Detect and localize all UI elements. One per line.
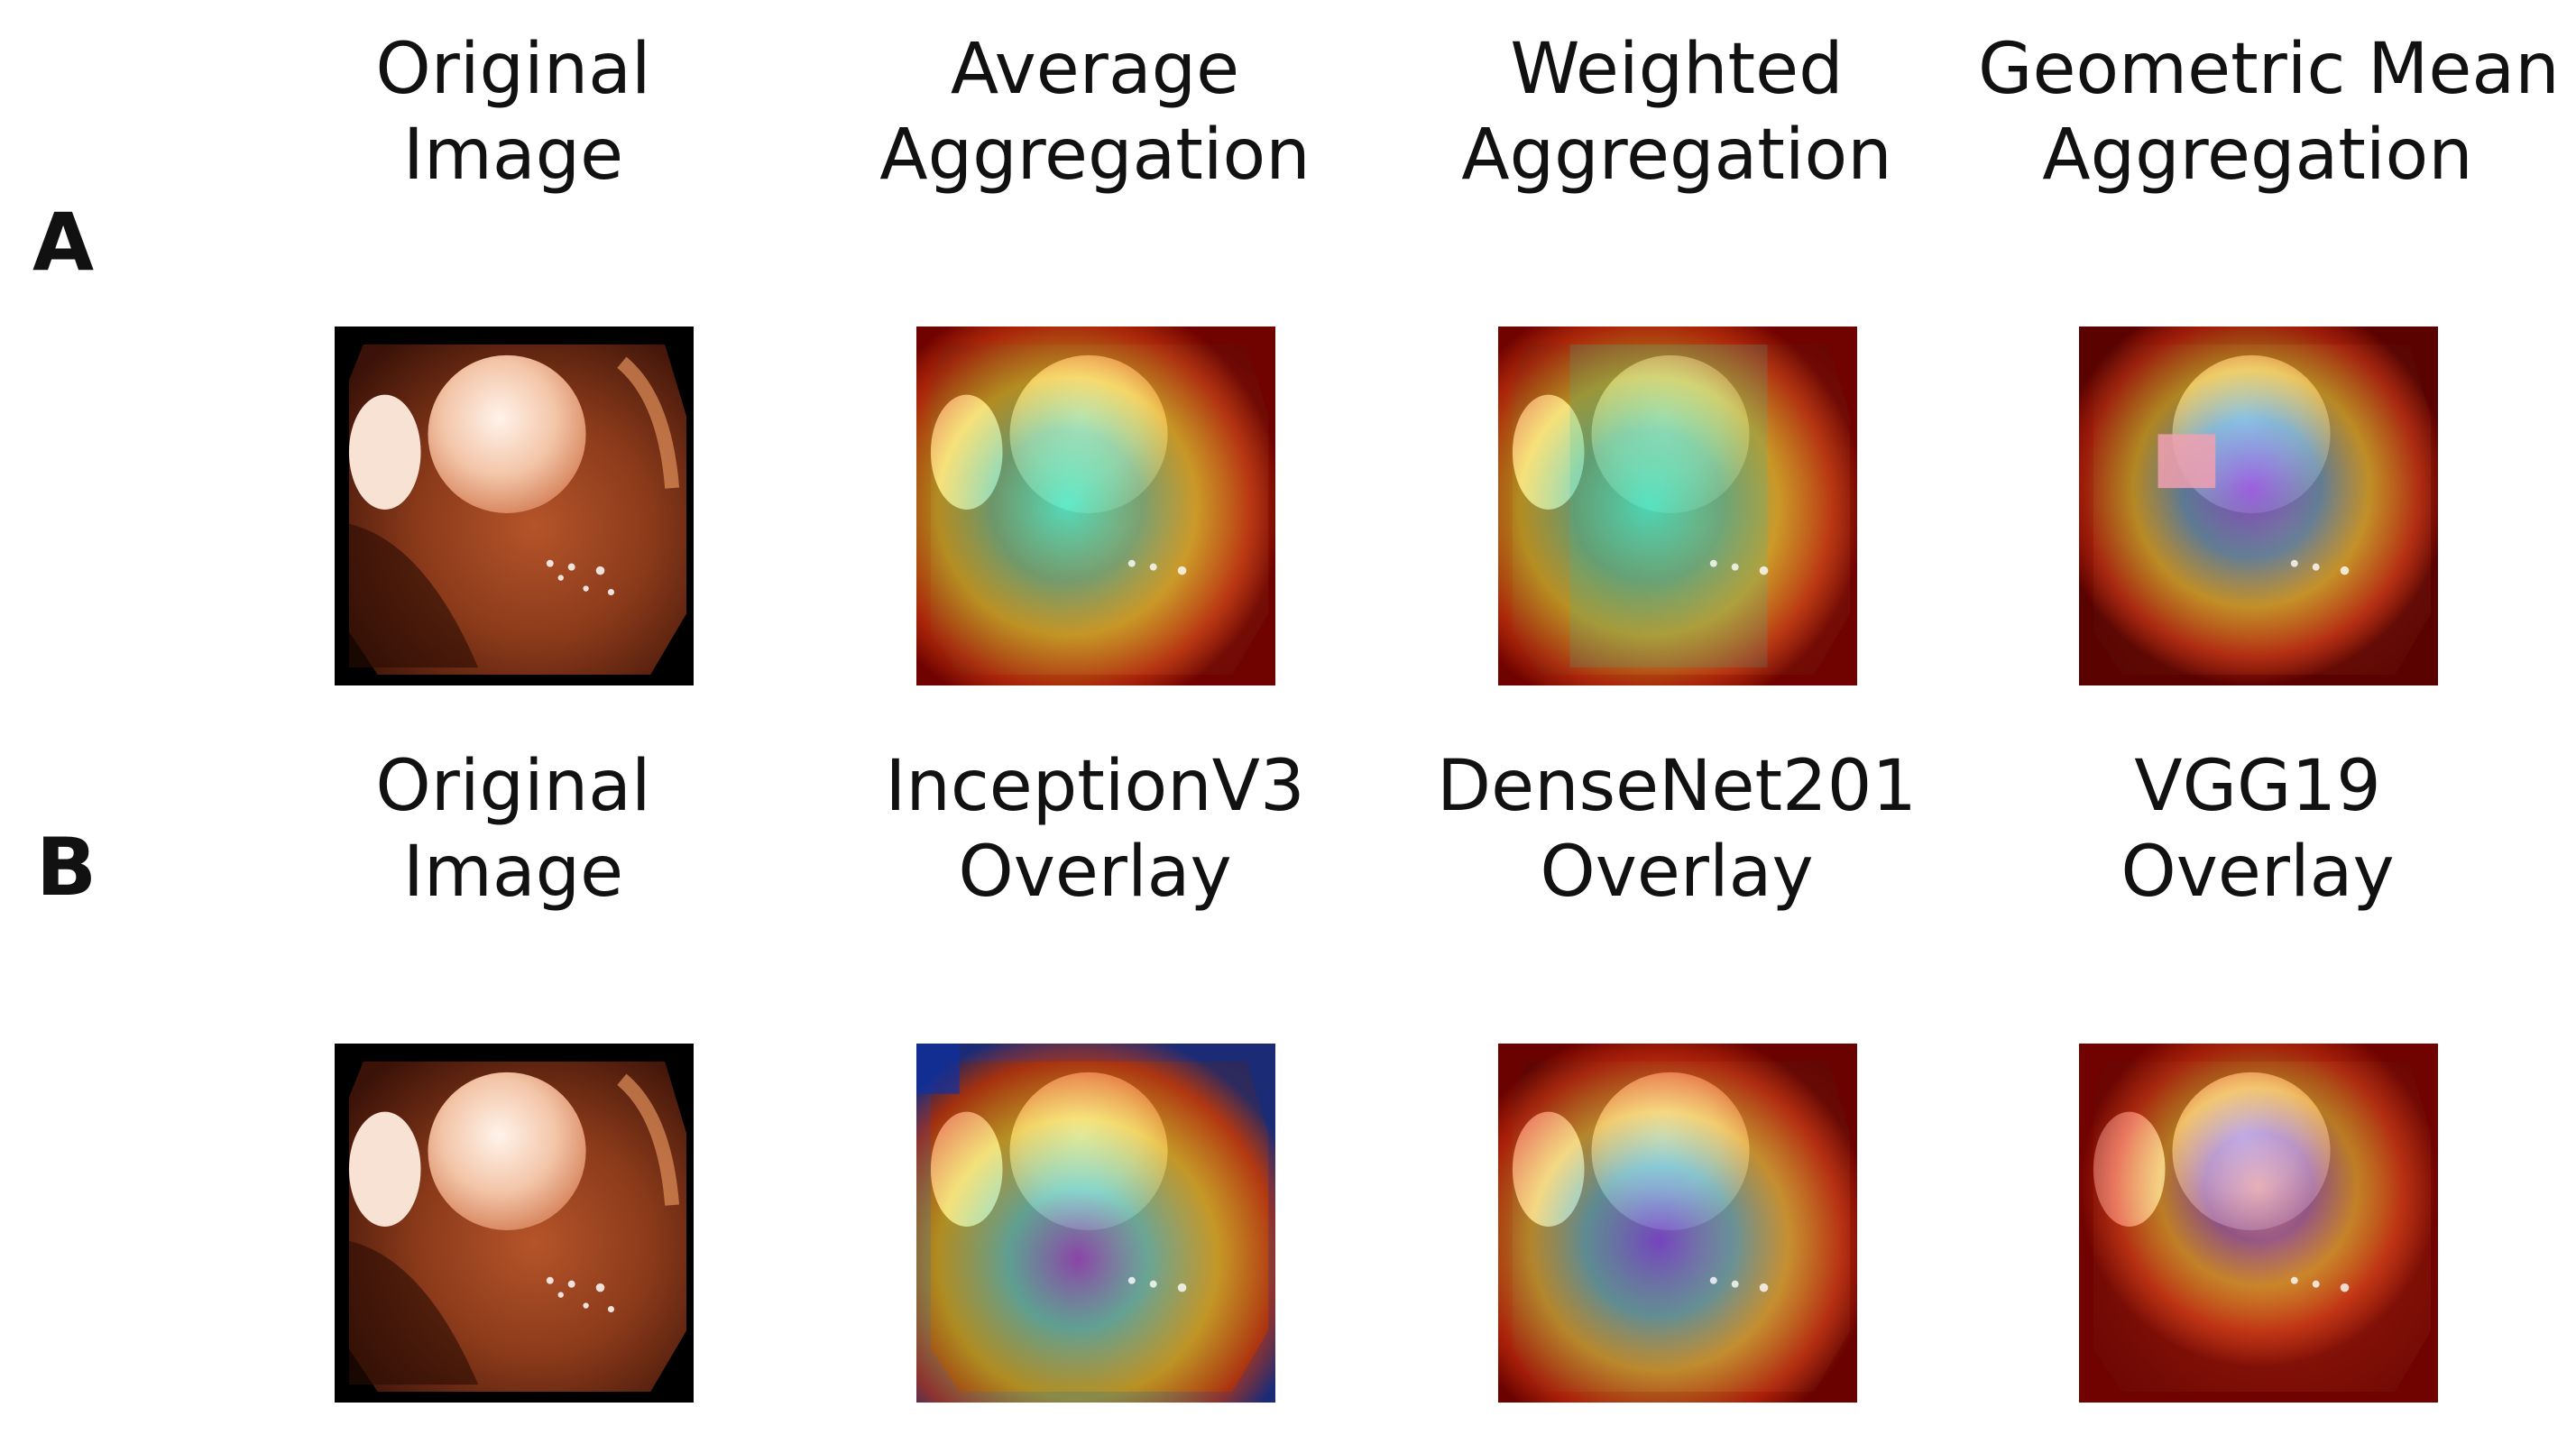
title-line-1: DenseNet201 — [1437, 746, 1917, 827]
title-line-2: Image — [402, 115, 624, 196]
image-b-densenet — [1498, 1044, 1857, 1403]
title-line-2: Aggregation — [1461, 115, 1892, 196]
image-a-original — [335, 327, 694, 685]
image-b-original — [335, 1044, 694, 1403]
image-b-inception — [916, 1044, 1275, 1403]
panel-label-a: A — [32, 196, 95, 289]
title-a-original: Original Image — [234, 27, 793, 198]
title-line-1: Average — [950, 29, 1240, 110]
title-b-vgg19: VGG19 Overlay — [1978, 744, 2537, 915]
title-line-2: Aggregation — [2042, 115, 2473, 196]
title-line-1: InceptionV3 — [885, 746, 1305, 827]
title-b-inception: InceptionV3 Overlay — [815, 744, 1375, 915]
title-b-original: Original Image — [234, 744, 793, 915]
title-line-2: Image — [402, 832, 624, 913]
title-line-2: Overlay — [2121, 832, 2395, 913]
title-line-1: Geometric Mean — [1978, 29, 2560, 110]
image-a-weighted — [1498, 327, 1857, 685]
title-a-geometric: Geometric Mean Aggregation — [1978, 27, 2560, 198]
title-line-1: Original — [375, 746, 651, 827]
image-a-geometric — [2079, 327, 2438, 685]
image-b-vgg19 — [2079, 1044, 2438, 1403]
title-line-1: Weighted — [1510, 29, 1844, 110]
panel-label-b: B — [36, 821, 97, 914]
title-b-densenet: DenseNet201 Overlay — [1397, 744, 1956, 915]
title-a-average: Average Aggregation — [815, 27, 1375, 198]
title-line-1: VGG19 — [2134, 746, 2381, 827]
title-line-2: Overlay — [958, 832, 1232, 913]
title-line-2: Overlay — [1540, 832, 1814, 913]
title-a-weighted: Weighted Aggregation — [1397, 27, 1956, 198]
title-line-1: Original — [375, 29, 651, 110]
image-a-average — [916, 327, 1275, 685]
title-line-2: Aggregation — [879, 115, 1311, 196]
